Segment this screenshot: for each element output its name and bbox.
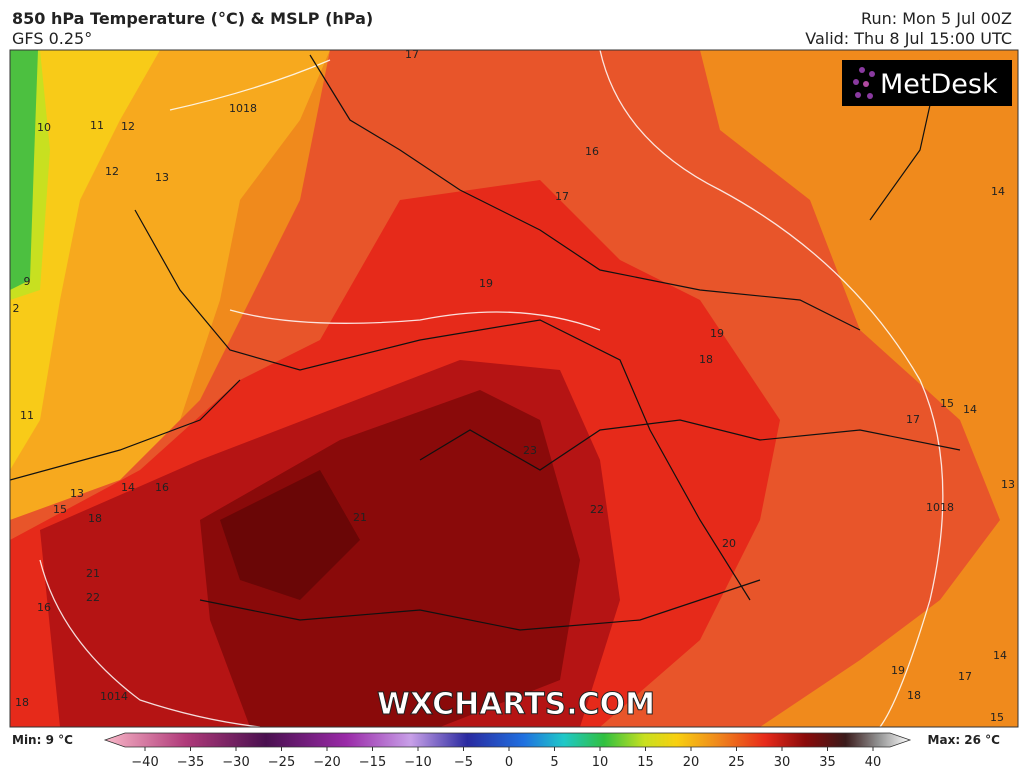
contour-label: 13 — [155, 171, 169, 184]
contour-label: 15 — [990, 711, 1004, 724]
colorbar-tick-label: 5 — [550, 755, 558, 770]
border — [309, 54, 861, 331]
contour-label: 22 — [86, 591, 100, 604]
subtitle: GFS 0.25° — [12, 29, 92, 48]
map-frame — [9, 49, 1019, 728]
isobar — [229, 309, 601, 331]
contour-label: 2 — [13, 302, 20, 315]
isobars — [39, 50, 944, 727]
border — [10, 379, 241, 481]
colorbar-tick-label: −35 — [177, 755, 204, 770]
peak-region — [200, 390, 580, 727]
colorbar-ticks: −40 −35 −30 −25 −20 −15 −10 −5 0 5 10 15 20 25 30 35 40 — [131, 747, 881, 770]
contour-label: 20 — [722, 537, 736, 550]
colorbar-tick-label: −10 — [404, 755, 431, 770]
contour-label: 1014 — [100, 690, 128, 703]
contour-label: 15 — [940, 397, 954, 410]
colorbar-tick-label: −20 — [313, 755, 340, 770]
colorbar-tick-label: −25 — [268, 755, 295, 770]
contour-label: 17 — [555, 190, 569, 203]
contour-label: 19 — [479, 277, 493, 290]
run-time: Run: Mon 5 Jul 00Z — [861, 9, 1012, 28]
colorbar-tick-label: 0 — [505, 755, 513, 770]
colorbar-tick-label: 30 — [774, 755, 791, 770]
isobar — [169, 59, 331, 111]
contour-label: 17 — [906, 413, 920, 426]
colorbar — [103, 732, 912, 748]
cold-region — [10, 50, 38, 290]
contour-label: 16 — [155, 481, 169, 494]
contour-label: 22 — [590, 503, 604, 516]
contour-label: 13 — [70, 487, 84, 500]
contour-label: 11 — [20, 409, 34, 422]
contour-label: 1018 — [229, 102, 257, 115]
contour-label: 9 — [24, 275, 31, 288]
contour-label: 10 — [37, 121, 51, 134]
colorbar-tick-label: 40 — [865, 755, 882, 770]
contour-label: 14 — [991, 185, 1005, 198]
contour-label: 12 — [121, 120, 135, 133]
colorbar-tick-label: −30 — [222, 755, 249, 770]
contour-label: 21 — [86, 567, 100, 580]
contour-label: 19 — [710, 327, 724, 340]
border — [199, 579, 761, 631]
max-label: Max: 26 °C — [928, 733, 1001, 747]
colorbar-tick-label: −15 — [359, 755, 386, 770]
min-label: Min: 9 °C — [12, 733, 73, 747]
contour-label: 18 — [88, 512, 102, 525]
isobar — [39, 559, 261, 727]
contour-label: 19 — [891, 664, 905, 677]
watermark: WXCHARTS.COM — [377, 687, 655, 722]
contour-label: 16 — [585, 145, 599, 158]
isobar — [599, 50, 944, 727]
contour-label: 16 — [37, 601, 51, 614]
border — [134, 209, 751, 601]
contour-label: 18 — [15, 696, 29, 709]
contour-label: 17 — [405, 48, 419, 61]
contour-label: 21 — [353, 511, 367, 524]
contour-label: 13 — [1001, 478, 1015, 491]
colorbar-tick-label: 15 — [637, 755, 654, 770]
borders — [10, 54, 961, 631]
logo-icon — [853, 67, 875, 99]
valid-time: Valid: Thu 8 Jul 15:00 UTC — [805, 29, 1012, 48]
contour-label: 14 — [993, 649, 1007, 662]
colorbar-tick-label: 20 — [683, 755, 700, 770]
title: 850 hPa Temperature (°C) & MSLP (hPa) — [12, 9, 373, 28]
contour-label: 14 — [121, 481, 135, 494]
contour-label: 18 — [699, 353, 713, 366]
contour-label: 17 — [958, 670, 972, 683]
contour-label: 15 — [53, 503, 67, 516]
contour-label: 14 — [963, 403, 977, 416]
colorbar-tick-label: 35 — [819, 755, 836, 770]
contour-label: 18 — [907, 689, 921, 702]
contour-label: 23 — [523, 444, 537, 457]
colorbar-tick-label: −5 — [454, 755, 473, 770]
colorbar-tick-label: −40 — [131, 755, 158, 770]
contour-label: 11 — [90, 119, 104, 132]
border — [419, 419, 961, 471]
contour-label: 1018 — [926, 501, 954, 514]
logo-text: MetDesk — [880, 69, 998, 100]
colorbar-tick-label: 10 — [592, 755, 609, 770]
colorbar-tick-label: 25 — [728, 755, 745, 770]
max-region — [220, 470, 360, 600]
contour-label: 12 — [105, 165, 119, 178]
